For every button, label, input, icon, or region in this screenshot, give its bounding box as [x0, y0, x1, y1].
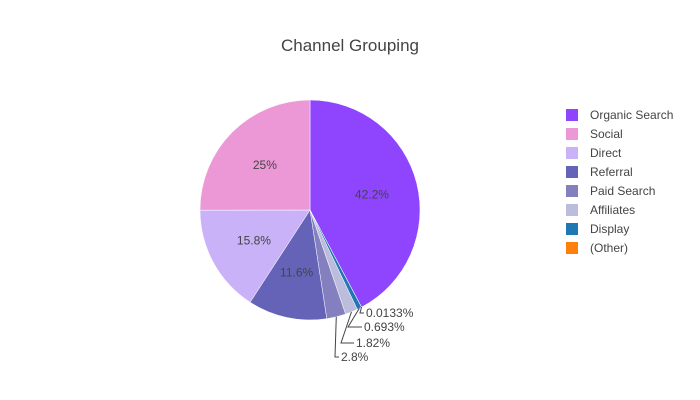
legend-swatch-affiliates: [566, 204, 578, 216]
legend-item-paid-search[interactable]: Paid Search: [566, 184, 655, 198]
slice-label-organic-search: 42.2%: [355, 188, 389, 202]
legend-swatch-other: [566, 242, 578, 254]
slice-label-affiliates: 1.82%: [356, 336, 390, 350]
slice-social[interactable]: [199, 99, 311, 211]
leader-line-other: [359, 307, 364, 314]
legend-item-other[interactable]: (Other): [566, 241, 628, 255]
legend-swatch-organic-search: [566, 109, 578, 121]
leader-line-paid-search: [334, 316, 339, 358]
legend-label-affiliates: Affiliates: [590, 203, 635, 217]
slice-label-direct: 15.8%: [237, 233, 271, 247]
legend-item-display[interactable]: Display: [566, 222, 629, 236]
legend-label-other: (Other): [590, 241, 628, 255]
slice-label-paid-search: 2.8%: [341, 350, 369, 364]
legend-item-direct[interactable]: Direct: [566, 146, 622, 160]
legend-item-social[interactable]: Social: [566, 127, 623, 141]
legend-label-direct: Direct: [590, 146, 622, 160]
legend-swatch-display: [566, 223, 578, 235]
legend-swatch-paid-search: [566, 185, 578, 197]
legend-swatch-referral: [566, 166, 578, 178]
slice-label-social: 25%: [253, 158, 277, 172]
legend: Organic Search Social Direct Referral Paid S…: [566, 108, 673, 255]
legend-swatch-social: [566, 128, 578, 140]
legend-item-affiliates[interactable]: Affiliates: [566, 203, 635, 217]
slice-label-display: 0.693%: [364, 320, 405, 334]
legend-swatch-direct: [566, 147, 578, 159]
slice-direct[interactable]: [199, 209, 311, 303]
slice-label-other: 0.0133%: [366, 306, 414, 320]
legend-label-organic-search: Organic Search: [590, 108, 673, 122]
legend-label-social: Social: [590, 127, 623, 141]
legend-label-referral: Referral: [590, 165, 633, 179]
legend-label-display: Display: [590, 222, 629, 236]
legend-item-referral[interactable]: Referral: [566, 165, 633, 179]
slice-label-referral: 11.6%: [280, 265, 313, 279]
legend-item-organic-search[interactable]: Organic Search: [566, 108, 673, 122]
slice-referral[interactable]: [249, 209, 328, 321]
leader-line-affiliates: [340, 311, 354, 344]
leader-line-display: [347, 308, 362, 328]
pie-slices: [199, 99, 421, 321]
pie-labels: 42.2% 0.0133%0.693% 1.82%2.8% 11.6% 15.8% 25%: [237, 158, 414, 364]
legend-label-paid-search: Paid Search: [590, 184, 655, 198]
chart-title: Channel Grouping: [281, 36, 419, 55]
slice-organic-search[interactable]: [309, 99, 421, 308]
